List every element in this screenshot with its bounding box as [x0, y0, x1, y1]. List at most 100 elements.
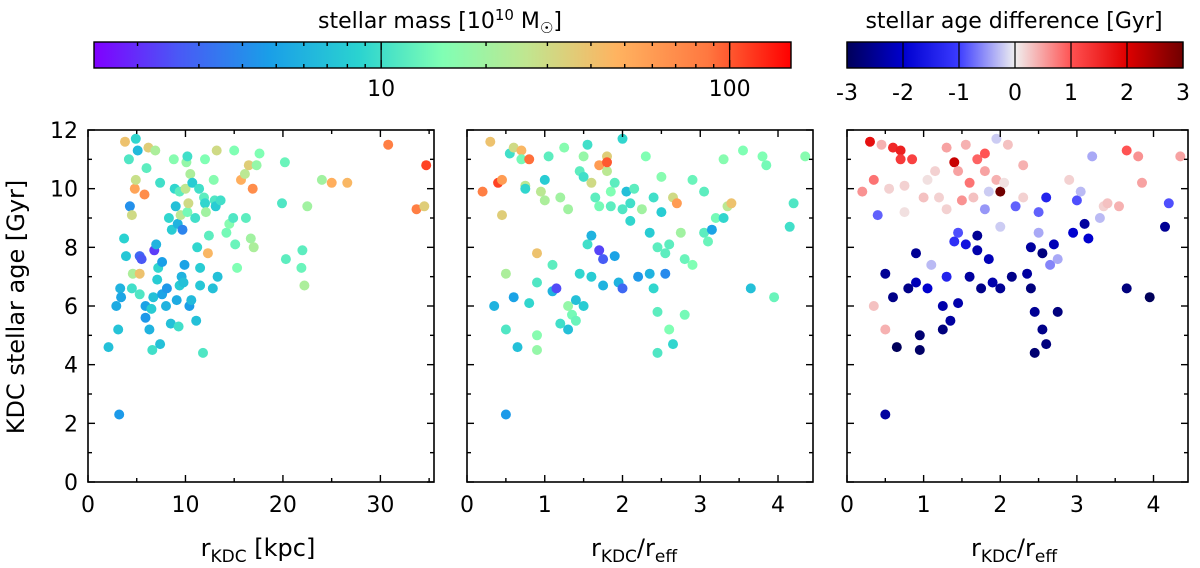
scatter-point	[983, 186, 994, 197]
scatter-point	[524, 298, 535, 309]
scatter-point	[155, 339, 166, 350]
scatter-point	[945, 315, 956, 326]
scatter-point	[182, 151, 193, 162]
scatter-point	[563, 324, 574, 335]
scatter-point	[173, 321, 184, 332]
x-tick-label: 0	[81, 493, 95, 518]
scatter-point	[953, 298, 964, 309]
scatter-point	[1094, 213, 1105, 223]
scatter-point	[555, 192, 566, 203]
panel-middle: 0 1 2 3 4	[460, 129, 814, 518]
scatter-point	[972, 154, 983, 165]
scatter-point	[609, 177, 620, 188]
scatter-point	[911, 248, 921, 259]
scatter-point	[239, 169, 250, 179]
scatter-point	[215, 195, 226, 206]
y-tick-label: 10	[50, 178, 78, 203]
scatter-point	[146, 303, 157, 314]
scatter-point	[183, 198, 194, 209]
scatter-point	[326, 177, 337, 188]
scatter-point	[594, 201, 605, 212]
scatter-point	[180, 183, 191, 194]
colorbar-tick-label: -1	[948, 81, 970, 106]
x-tick-label: 4	[1147, 493, 1161, 518]
scatter-point	[200, 198, 210, 209]
scatter-point	[1018, 192, 1029, 203]
scatter-point	[508, 142, 519, 153]
scatter-point	[555, 318, 566, 329]
scatter-point	[784, 221, 795, 232]
scatter-point	[999, 177, 1010, 188]
x-tick-label: 1	[917, 493, 931, 518]
scatter-point	[190, 213, 201, 223]
scatter-point	[621, 186, 632, 197]
scatter-point	[868, 301, 879, 311]
scatter-point	[964, 271, 975, 282]
scatter-point	[922, 174, 933, 185]
scatter-points	[103, 133, 432, 420]
scatter-point	[671, 198, 682, 209]
scatter-point	[147, 345, 158, 355]
scatter-point	[1144, 292, 1155, 303]
scatter-point	[652, 347, 663, 358]
scatter-point	[598, 254, 609, 265]
x-tick-label: 0	[460, 493, 474, 518]
scatter-point	[563, 301, 574, 311]
scatter-point	[113, 324, 124, 335]
scatter-point	[126, 283, 137, 294]
x-tick-label: 3	[693, 493, 707, 518]
scatter-point	[660, 248, 671, 259]
colorbar-tick-label: 3	[1176, 81, 1190, 106]
scatter-point	[687, 174, 698, 185]
scatter-point	[1071, 195, 1082, 206]
scatter-point	[248, 242, 259, 253]
scatter-point	[884, 183, 895, 194]
y-tick-label: 6	[64, 295, 78, 320]
scatter-point	[497, 174, 507, 185]
scatter-point	[652, 242, 663, 253]
scatter-point	[907, 154, 918, 165]
age-difference-colorbar-title: stellar age difference [Gyr]	[865, 9, 1162, 34]
scatter-point	[983, 254, 994, 265]
scatter-point	[130, 133, 141, 144]
scatter-point	[941, 271, 952, 282]
scatter-point	[586, 177, 597, 188]
scatter-point	[1052, 306, 1063, 317]
scatter-point	[539, 195, 550, 206]
scatter-point	[640, 151, 651, 162]
scatter-point	[1037, 248, 1048, 259]
scatter-point	[633, 271, 644, 282]
scatter-point	[280, 254, 291, 265]
scatter-point	[788, 198, 799, 209]
y-tick-label: 4	[64, 354, 78, 379]
stellar-mass-colorbar-ticks: 10 100	[136, 42, 751, 102]
scatter-point	[115, 283, 126, 294]
scatter-point	[964, 177, 975, 188]
scatter-point	[532, 345, 542, 355]
scatter-point	[703, 236, 713, 247]
scatter-point	[152, 274, 163, 285]
scatter-point	[1033, 207, 1044, 218]
x-axis-label-middle: rKDC/reff	[591, 534, 678, 567]
scatter-point	[888, 292, 898, 303]
scatter-point	[660, 268, 671, 279]
scatter-point	[914, 330, 925, 341]
scatter-point	[151, 239, 162, 250]
scatter-point	[489, 301, 500, 311]
scatter-point	[1041, 192, 1052, 203]
scatter-point	[718, 213, 729, 223]
scatter-point	[200, 207, 211, 218]
scatter-point	[485, 136, 496, 147]
scatter-point	[648, 283, 659, 294]
scatter-point	[296, 262, 307, 273]
scatter-point	[1037, 324, 1048, 335]
scatter-point	[1002, 139, 1013, 150]
y-axis-label: KDC stellar age [Gyr]	[2, 180, 30, 435]
scatter-point	[516, 154, 527, 165]
scatter-point	[1068, 227, 1079, 238]
scatter-point	[687, 259, 698, 270]
scatter-point	[987, 277, 998, 288]
scatter-point	[182, 207, 193, 218]
scatter-point	[1045, 259, 1056, 270]
scatter-point	[559, 142, 570, 153]
